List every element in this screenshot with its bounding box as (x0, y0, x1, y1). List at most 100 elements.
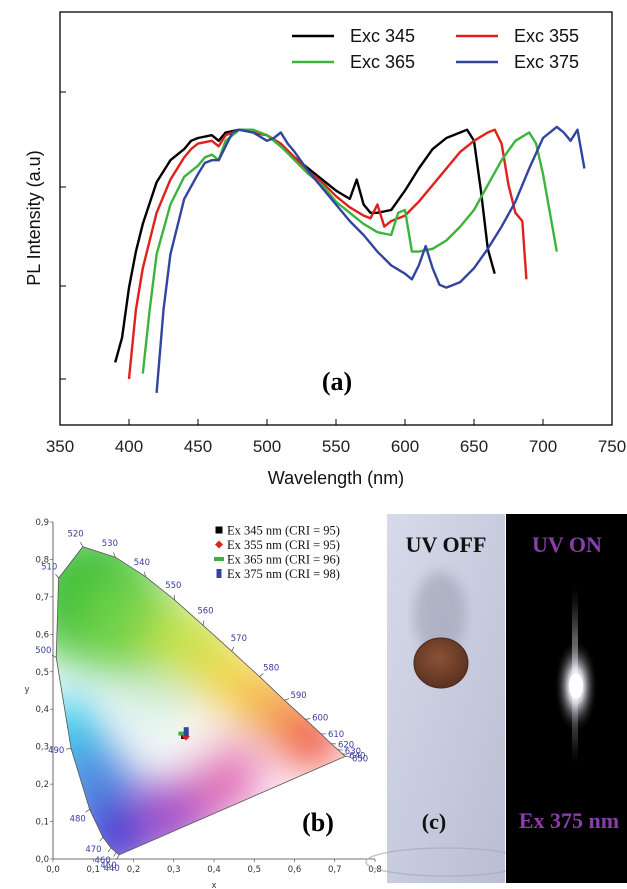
wavelength-label-560: 560 (197, 607, 213, 617)
cie-y-tick-label: 0,3 (35, 743, 49, 753)
locus-tick (55, 574, 59, 579)
wavelength-label-590: 590 (290, 691, 306, 701)
legend-label: Exc 345 (350, 26, 415, 46)
cie-y-axis-label: y (24, 685, 29, 695)
cie-x-tick-label: 0,0 (46, 865, 60, 875)
cie-y-tick-label: 0,5 (35, 668, 49, 678)
legend-label: Exc 355 (514, 26, 579, 46)
plot-a-x-tick-label: 700 (529, 437, 557, 456)
plot-a-x-tick-label: 400 (115, 437, 143, 456)
plot-a-y-axis-label: PL Intensity (a.u) (24, 150, 44, 285)
cie-x-axis-label: x (211, 881, 216, 889)
wavelength-label-630: 630 (345, 747, 361, 757)
panel-a-label: (a) (322, 367, 352, 396)
locus-tick (113, 552, 116, 558)
plot-a-x-tick-label: 650 (460, 437, 488, 456)
plot-a-x-tick-label: 350 (46, 437, 74, 456)
cie-y-tick-label: 0,0 (35, 855, 49, 865)
plot-a-x-tick-label: 600 (391, 437, 419, 456)
cie-legend-marker (215, 540, 223, 549)
wavelength-label-480: 480 (70, 814, 86, 824)
legend-label: Exc 375 (514, 52, 579, 72)
cie-x-tick-label: 0,7 (328, 865, 342, 875)
wavelength-label-450: 450 (100, 861, 116, 871)
cie-legend-label: Ex 345 nm (CRI = 95) (227, 524, 340, 538)
locus-tick (107, 847, 112, 853)
locus-tick (80, 542, 84, 547)
cie-y-tick-label: 0,7 (35, 593, 49, 603)
uv-on-core (569, 673, 583, 699)
wavelength-label-500: 500 (35, 646, 51, 656)
wavelength-label-580: 580 (263, 663, 279, 673)
locus-tick (202, 620, 205, 626)
cie-axes: 0,0 0,1 0,2 0,3 0,4 0,5 0,6 0,7 0,8 0,0 0,1 0,2 0,3 0… (35, 518, 381, 875)
panel-c: UV OFF (c) UV ON Ex 375 nm (365, 514, 627, 883)
wavelength-label-550: 550 (165, 581, 181, 591)
cie-legend: Ex 345 nm (CRI = 95)Ex 355 nm (CRI = 95)… (214, 524, 340, 581)
wavelength-label-470: 470 (85, 845, 101, 855)
cie-y-tick-label: 0,9 (35, 518, 49, 528)
wavelength-label-510: 510 (41, 563, 57, 573)
uv-off-label: UV OFF (406, 532, 487, 557)
plot-a-x-tick-label: 500 (253, 437, 281, 456)
cie-legend-marker (215, 526, 223, 534)
cie-x-tick-label: 0,4 (207, 865, 221, 875)
uv-off-shadow (414, 572, 466, 656)
cie-x-tick-label: 0,3 (167, 865, 181, 875)
wavelength-label-600: 600 (312, 713, 328, 723)
cie-point-4 (183, 727, 189, 737)
locus-tick (231, 646, 235, 652)
plot-a-x-ticks: 350 400 450 500 550 600 650 700 750 (46, 419, 626, 456)
plot-a-x-tick-label: 550 (322, 437, 350, 456)
series-line-exc-355 (127, 128, 528, 380)
locus-tick (305, 718, 311, 720)
series-line-exc-375 (155, 125, 586, 393)
locus-tick (345, 756, 351, 758)
series-line-exc-365 (141, 128, 558, 374)
wavelength-label-530: 530 (102, 539, 118, 549)
locus-tick (51, 654, 57, 658)
wavelength-label-490: 490 (48, 746, 64, 756)
cie-y-tick-label: 0,6 (35, 630, 49, 640)
locus-tick (116, 854, 120, 860)
locus-tick (85, 808, 90, 813)
cie-y-tick-label: 0,8 (35, 555, 49, 565)
wavelength-label-650: 650 (352, 754, 368, 764)
cie-y-tick-label: 0,1 (35, 818, 49, 828)
wavelength-label-460: 460 (95, 856, 111, 866)
locus-tick (113, 852, 117, 857)
locus-tick (342, 753, 348, 755)
series-line-exc-345 (114, 128, 496, 363)
locus-tick (259, 673, 264, 677)
panel-b-label: (b) (302, 808, 334, 837)
cie-x-tick-label: 0,6 (288, 865, 302, 875)
cie-x-tick-label: 0,1 (86, 865, 100, 875)
panel-c-label: (c) (422, 809, 446, 834)
wavelength-label-520: 520 (67, 530, 83, 540)
wavelength-label-610: 610 (328, 730, 344, 740)
cie-point-3 (178, 731, 189, 736)
locus-tick (144, 571, 146, 577)
locus-tick (66, 748, 72, 750)
cie-legend-marker (216, 569, 222, 578)
cie-x-tick-label: 0,2 (127, 865, 141, 875)
plot-a-legend: Exc 345 Exc 355 Exc 365 Exc 375 (292, 26, 579, 72)
plot-a-y-ticks (60, 91, 66, 380)
panel-a: 350 400 450 500 550 600 650 700 750 Exc 345 Exc 3… (24, 11, 626, 488)
cie-y-tick-label: 0,2 (35, 780, 49, 790)
plot-a-series (114, 125, 586, 393)
cie-spectral-locus (55, 546, 346, 856)
plot-a-x-axis-label: Wavelength (nm) (268, 468, 404, 488)
plot-a-x-tick-label: 750 (598, 437, 626, 456)
locus-tick (99, 837, 104, 842)
locus-tick (284, 698, 290, 701)
plot-a-x-tick-label: 450 (184, 437, 212, 456)
cie-legend-marker (214, 557, 224, 561)
panel-b-label-box (296, 804, 340, 842)
pellet-disc (413, 637, 469, 689)
wavelength-label-640: 640 (349, 752, 365, 762)
cie-y-tick-label: 0,4 (35, 705, 49, 715)
